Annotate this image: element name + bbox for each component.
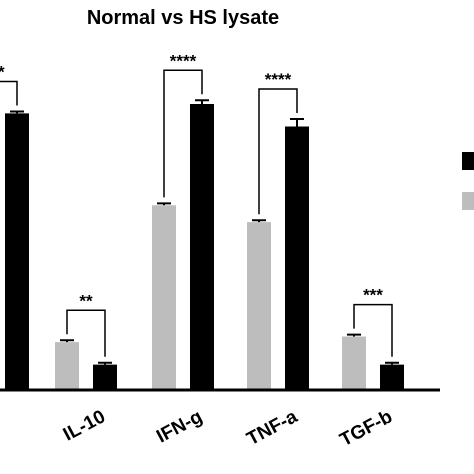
- plot-area: ****IL-10****IFN-g****TNF-a***TGF-b: [0, 51, 404, 451]
- bar-TGF-b-series-2: [380, 364, 404, 389]
- significance-label-TGF-b: ***: [363, 286, 383, 305]
- legend-swatch-1: [462, 152, 474, 170]
- significance-label-TNF-a: ****: [265, 70, 292, 89]
- bar-IFN-g-series-1: [152, 205, 176, 389]
- significance-bracket-first: [0, 80, 18, 106]
- x-tick-label-TGF-b: TGF-b: [337, 406, 396, 451]
- legend-swatch-2: [462, 192, 474, 210]
- significance-label-IL-10: **: [79, 291, 93, 310]
- x-tick-label-IFN-g: IFN-g: [153, 406, 206, 447]
- significance-bracket-IFN-g: [163, 69, 203, 198]
- chart-title: Normal vs HS lysate: [87, 7, 279, 29]
- bar-TNF-a-series-1: [247, 222, 271, 389]
- significance-bracket-TGF-b: [353, 303, 393, 357]
- x-tick-label-IL-10: IL-10: [60, 406, 109, 445]
- significance-bracket-IL-10: [66, 309, 106, 357]
- bar-TGF-b-series-1: [342, 336, 366, 389]
- legend: [462, 152, 474, 210]
- significance-label-first: **: [0, 63, 5, 82]
- significance-bracket-TNF-a: [258, 88, 298, 215]
- x-tick-label-TNF-a: TNF-a: [244, 406, 302, 450]
- bar-IL-10-series-1: [55, 342, 79, 389]
- bar-TNF-a-series-2: [285, 126, 309, 389]
- bar-first-series-2: [5, 113, 29, 389]
- significance-label-IFN-g: ****: [170, 51, 197, 70]
- bar-IFN-g-series-2: [190, 104, 214, 389]
- bar-IL-10-series-2: [93, 364, 117, 389]
